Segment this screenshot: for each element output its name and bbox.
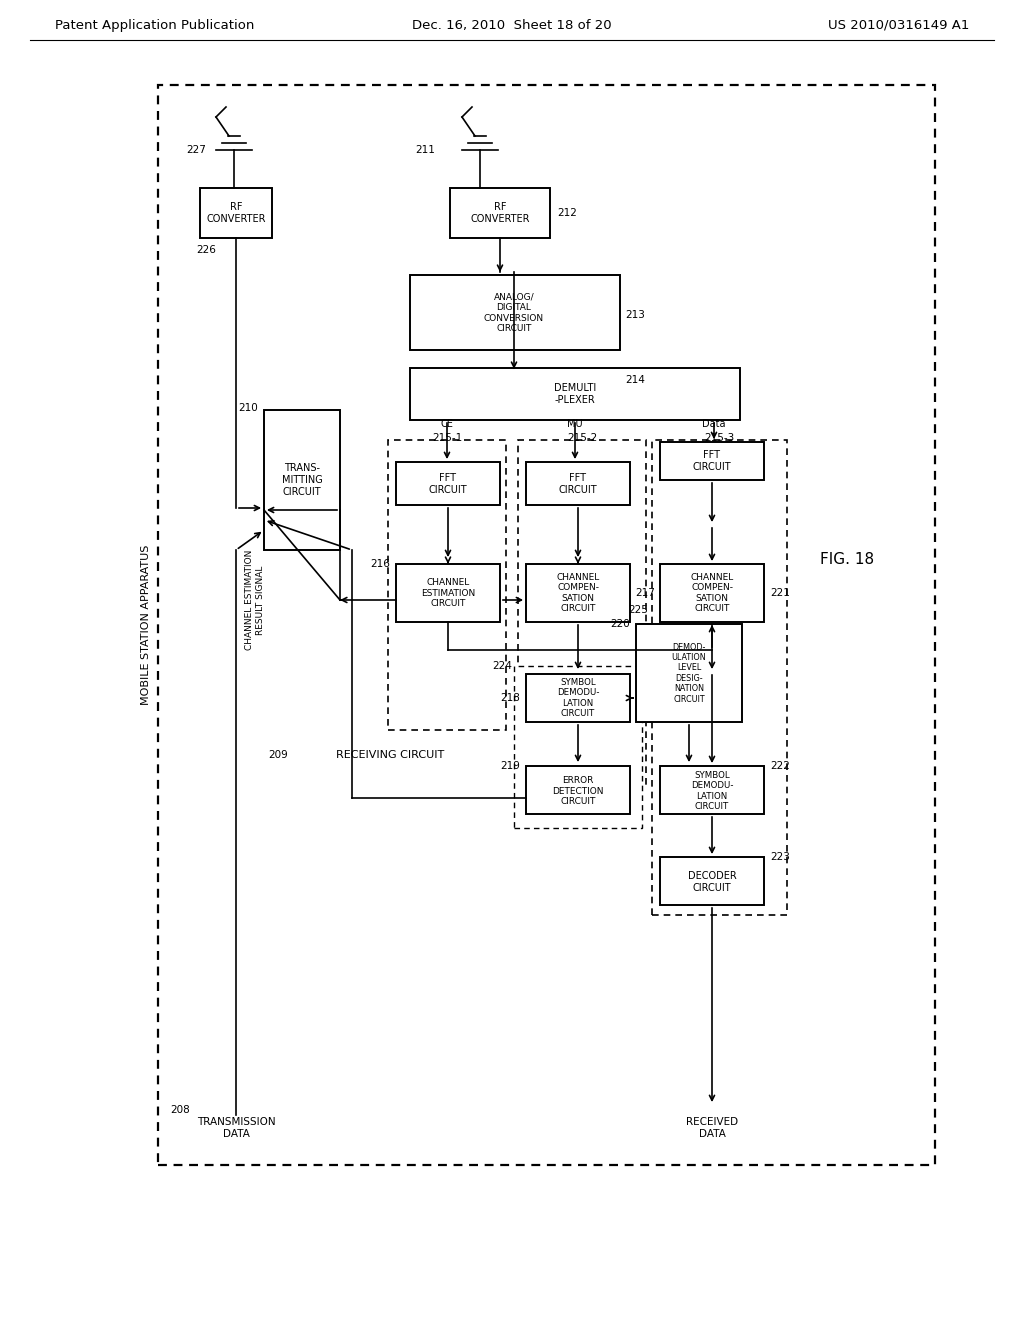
Text: CHANNEL
COMPEN-
SATION
CIRCUIT: CHANNEL COMPEN- SATION CIRCUIT [690,573,733,612]
Text: RF
CONVERTER: RF CONVERTER [470,202,529,224]
Bar [518,440,646,785]
Text: 221: 221 [770,587,790,598]
Bar [660,442,764,480]
Text: 222: 222 [770,762,790,771]
Text: 208: 208 [170,1105,189,1115]
Text: DEMULTI
-PLEXER: DEMULTI -PLEXER [554,383,596,405]
Text: 215-1: 215-1 [432,433,462,444]
Text: 217: 217 [635,587,655,598]
Text: 215-2: 215-2 [567,433,597,444]
Text: Data: Data [702,418,726,429]
Text: 226: 226 [196,246,216,255]
Bar [636,624,652,722]
Text: RECEIVING CIRCUIT: RECEIVING CIRCUIT [336,750,444,760]
Bar [636,624,742,722]
Text: ERROR
DETECTION
CIRCUIT: ERROR DETECTION CIRCUIT [552,776,604,807]
Bar [526,766,630,814]
Text: MU: MU [567,418,583,429]
Text: SYMBOL
DEMODU-
LATION
CIRCUIT: SYMBOL DEMODU- LATION CIRCUIT [557,678,599,718]
Text: 212: 212 [557,209,577,218]
Text: 224: 224 [493,661,512,671]
Bar [264,411,340,550]
Text: 227: 227 [186,145,206,154]
Bar [660,564,764,622]
Text: FFT
CIRCUIT: FFT CIRCUIT [692,450,731,471]
Text: 218: 218 [500,693,520,704]
Bar [396,564,500,622]
Bar [514,667,642,828]
Text: CHANNEL ESTIMATION
RESULT SIGNAL: CHANNEL ESTIMATION RESULT SIGNAL [246,550,264,651]
Bar [388,440,506,730]
Text: DECODER
CIRCUIT: DECODER CIRCUIT [688,871,736,892]
Text: ANALOG/
DIGITAL
CONVERSION
CIRCUIT: ANALOG/ DIGITAL CONVERSION CIRCUIT [484,293,544,333]
Bar [660,766,764,814]
Text: CHANNEL
ESTIMATION
CIRCUIT: CHANNEL ESTIMATION CIRCUIT [421,578,475,609]
Text: 213: 213 [625,310,645,319]
Text: 210: 210 [239,403,258,413]
Text: 216: 216 [370,558,390,569]
Bar [640,624,650,722]
Text: Patent Application Publication: Patent Application Publication [55,18,254,32]
Text: 214: 214 [625,375,645,385]
Text: 215-3: 215-3 [703,433,734,444]
Bar [450,187,550,238]
Bar [200,187,272,238]
Text: 211: 211 [415,145,435,154]
Text: 219: 219 [500,762,520,771]
Text: 223: 223 [770,851,790,862]
Bar [526,462,630,506]
Text: RF
CONVERTER: RF CONVERTER [206,202,266,224]
Text: FFT
CIRCUIT: FFT CIRCUIT [429,473,467,495]
Text: CE: CE [440,418,454,429]
Text: CHANNEL
COMPEN-
SATION
CIRCUIT: CHANNEL COMPEN- SATION CIRCUIT [556,573,600,612]
Bar [396,462,500,506]
Bar [158,84,935,1166]
Bar [526,564,630,622]
Text: MOBILE STATION APPARATUS: MOBILE STATION APPARATUS [141,545,151,705]
Text: SYMBOL
DEMODU-
LATION
CIRCUIT: SYMBOL DEMODU- LATION CIRCUIT [691,771,733,810]
Bar [526,675,630,722]
Text: RECEIVED
DATA: RECEIVED DATA [686,1117,738,1139]
Text: 220: 220 [610,619,630,630]
Bar [652,440,787,915]
Text: Dec. 16, 2010  Sheet 18 of 20: Dec. 16, 2010 Sheet 18 of 20 [413,18,611,32]
Text: TRANS-
MITTING
CIRCUIT: TRANS- MITTING CIRCUIT [282,463,323,496]
Text: US 2010/0316149 A1: US 2010/0316149 A1 [827,18,969,32]
Bar [410,368,740,420]
Text: 209: 209 [268,750,288,760]
Text: FIG. 18: FIG. 18 [820,553,874,568]
Text: TRANSMISSION
DATA: TRANSMISSION DATA [197,1117,275,1139]
Text: FFT
CIRCUIT: FFT CIRCUIT [559,473,597,495]
Text: 225: 225 [628,605,648,615]
Bar [410,275,620,350]
Text: DEMOD-
ULATION
LEVEL
DESIG-
NATION
CIRCUIT: DEMOD- ULATION LEVEL DESIG- NATION CIRCU… [672,643,707,704]
Bar [660,857,764,906]
